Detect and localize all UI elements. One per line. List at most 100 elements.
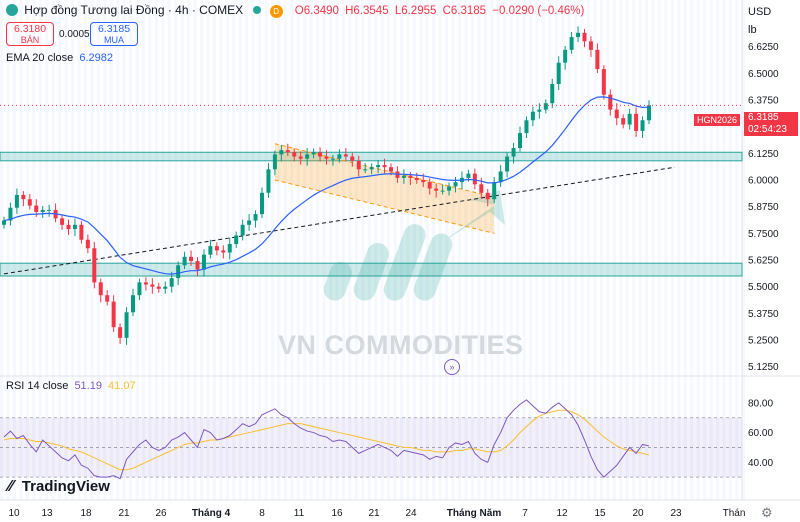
rsi-legend[interactable]: RSI 14 close 51.19 41.07 xyxy=(6,380,136,392)
candle-body xyxy=(382,165,387,168)
candle-body xyxy=(285,150,290,153)
candle xyxy=(640,116,645,138)
grid-stripe xyxy=(96,0,100,500)
candle xyxy=(453,177,458,193)
candle xyxy=(27,194,32,210)
unit-label[interactable]: lb xyxy=(748,24,757,36)
grid-stripe xyxy=(657,0,662,500)
time-tick-label: 24 xyxy=(405,508,417,519)
rsi-line xyxy=(3,399,650,480)
candle-body xyxy=(260,192,264,215)
candle-body xyxy=(279,150,284,155)
candle-body xyxy=(324,156,329,159)
candle xyxy=(72,218,77,237)
support-zone-2 xyxy=(0,262,743,277)
candle-body xyxy=(569,37,574,50)
candle-body xyxy=(292,152,297,157)
grid-stripe xyxy=(193,0,197,500)
candle xyxy=(201,249,206,277)
currency-label[interactable]: USD xyxy=(748,6,772,18)
candle-body xyxy=(505,156,510,172)
candle xyxy=(434,183,439,198)
double-chevron-right-icon: » xyxy=(449,362,455,372)
grid-stripe xyxy=(399,0,404,500)
descending-channel xyxy=(274,143,495,234)
grid-stripe xyxy=(412,0,416,500)
grid-stripe xyxy=(664,0,668,500)
candle-body xyxy=(234,235,239,244)
candle xyxy=(427,178,432,195)
grid-stripe xyxy=(535,0,539,500)
grid-stripe xyxy=(32,0,36,500)
grid-stripe xyxy=(735,0,739,500)
grid-stripe xyxy=(51,0,55,500)
candle-body xyxy=(34,205,39,212)
symbol-header: Hợp đồng Tương lai Đồng · 4h · COMEX D O… xyxy=(6,3,587,18)
time-tick-label: 18 xyxy=(80,508,92,519)
tradingview-wordmark: TradingView xyxy=(21,478,110,495)
candle-body xyxy=(253,214,258,221)
candle xyxy=(150,278,155,294)
rsi-value: 51.19 xyxy=(74,380,102,392)
watermark-arrow xyxy=(430,190,505,250)
candle xyxy=(163,281,168,294)
candle-body xyxy=(427,182,432,189)
sell-button[interactable]: 6.3180 BÁN xyxy=(6,22,54,46)
candle xyxy=(537,103,542,119)
buy-button[interactable]: 6.3185 MUA xyxy=(90,22,138,46)
candle-body xyxy=(143,282,148,285)
price-tick-label: 5.5000 xyxy=(748,282,779,293)
candle xyxy=(214,242,219,256)
grid-stripe xyxy=(593,0,597,500)
candle-body xyxy=(389,167,393,172)
grid-stripe xyxy=(645,0,649,500)
candle xyxy=(169,271,174,293)
grid-stripe xyxy=(180,0,184,500)
candle xyxy=(2,216,6,229)
grid-stripe xyxy=(264,0,268,500)
scroll-to-latest-button[interactable]: » xyxy=(444,359,460,375)
grid-stripe xyxy=(741,0,745,500)
time-tick-label: Thán xyxy=(723,508,746,519)
candle-body xyxy=(556,62,561,84)
candle xyxy=(530,106,535,127)
candle-body xyxy=(369,167,374,170)
chart-settings-button[interactable]: ⚙ xyxy=(761,506,775,520)
candle xyxy=(253,210,258,228)
ohlc-open: O6.3490 xyxy=(294,5,339,17)
grid-stripe xyxy=(567,0,571,500)
candle-body xyxy=(621,118,626,125)
candle xyxy=(40,206,45,218)
rsi-label: RSI 14 close xyxy=(6,380,69,392)
grid-stripe xyxy=(651,0,655,500)
candle xyxy=(60,214,65,230)
tradingview-logo[interactable]: ⁄⁄ TradingView xyxy=(8,478,110,496)
candle xyxy=(272,150,277,176)
candle-body xyxy=(376,165,381,168)
candle xyxy=(492,177,497,204)
candle xyxy=(608,89,613,116)
grid-stripe xyxy=(199,0,204,500)
candle-body xyxy=(434,188,439,191)
spread-value: 0.0005 xyxy=(59,29,90,40)
candle-body xyxy=(214,246,219,251)
grid-stripe xyxy=(348,0,352,500)
last-price-tag: 6.3185 02:54:23 xyxy=(744,112,798,136)
time-tick-label: 16 xyxy=(331,508,343,519)
candle xyxy=(247,214,252,231)
candle-body xyxy=(588,41,593,50)
grid-stripe xyxy=(703,0,707,500)
ema-label: EMA 20 close xyxy=(6,52,74,64)
candle xyxy=(550,78,555,109)
candle-body xyxy=(118,327,123,338)
candle xyxy=(14,188,19,214)
grid-stripe xyxy=(425,0,429,500)
grid-stripe xyxy=(58,0,62,500)
candle-body xyxy=(582,32,587,42)
symbol-title[interactable]: Hợp đồng Tương lai Đồng · 4h · COMEX xyxy=(24,3,244,17)
candle-body xyxy=(272,154,277,170)
candle-body xyxy=(601,69,606,95)
candle-body xyxy=(408,175,413,178)
ema-legend[interactable]: EMA 20 close 6.2982 xyxy=(6,52,113,64)
